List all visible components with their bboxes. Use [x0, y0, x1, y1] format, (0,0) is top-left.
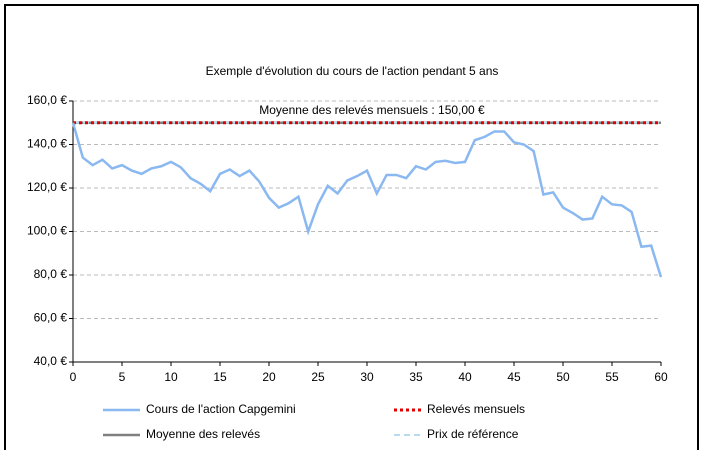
x-tick-label: 50 — [556, 370, 570, 384]
annotation: Moyenne des relevés mensuels : 150,00 € — [259, 103, 485, 117]
x-tick-label: 35 — [409, 370, 423, 384]
chart-title: Exemple d'évolution du cours de l'action… — [206, 64, 499, 78]
y-tick-label: 60,0 € — [34, 311, 68, 325]
x-tick-label: 25 — [311, 370, 325, 384]
frame — [4, 4, 699, 450]
y-tick-label: 100,0 € — [27, 224, 67, 238]
y-tick-label: 40,0 € — [34, 354, 68, 368]
series-line — [71, 122, 663, 278]
legend-label: Cours de l'action Capgemini — [146, 402, 296, 416]
x-tick-label: 40 — [458, 370, 472, 384]
x-tick-label: 60 — [654, 370, 668, 384]
x-tick-label: 45 — [507, 370, 521, 384]
x-tick-label: 30 — [360, 370, 374, 384]
y-tick-label: 120,0 € — [27, 180, 67, 194]
legend-label: Relevés mensuels — [427, 402, 525, 416]
legend-label: Prix de référence — [427, 427, 519, 441]
y-tick-label: 80,0 € — [34, 267, 68, 281]
x-tick-label: 20 — [262, 370, 276, 384]
y-tick-label: 140,0 € — [27, 137, 67, 151]
x-tick-label: 0 — [70, 370, 77, 384]
legend-label: Moyenne des relevés — [146, 427, 260, 441]
x-tick-label: 5 — [119, 370, 126, 384]
x-tick-label: 15 — [213, 370, 227, 384]
y-tick-label: 160,0 € — [27, 93, 67, 107]
x-tick-label: 55 — [605, 370, 619, 384]
x-tick-label: 10 — [164, 370, 178, 384]
